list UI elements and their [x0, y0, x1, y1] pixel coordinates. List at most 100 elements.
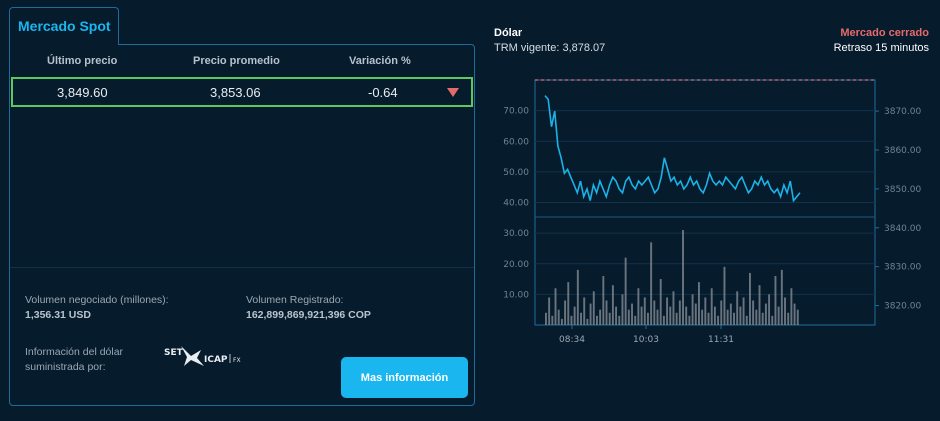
info-line-2: suministrada por:: [25, 361, 106, 373]
volume-bar: [564, 300, 567, 325]
right-tick-label: 3820.00: [884, 302, 921, 312]
header-avg-price: Precio promedio: [193, 55, 280, 67]
left-tick-label: 70.00: [503, 107, 529, 117]
tab-mercado-spot[interactable]: Mercado Spot: [9, 7, 119, 45]
volume-bar: [592, 291, 595, 325]
right-tick-label: 3860.00: [884, 146, 921, 156]
volume-bar: [761, 312, 764, 325]
volume-bar: [656, 309, 659, 325]
volume-bar: [717, 315, 720, 325]
volume-bar: [713, 306, 716, 325]
volume-bar: [710, 288, 713, 325]
avg-price-value: 3,853.06: [210, 85, 261, 100]
left-tick-label: 30.00: [503, 229, 529, 239]
volume-bar: [605, 300, 608, 325]
delay-text: Retraso 15 minutos: [833, 42, 929, 54]
x-tick-label: 11:31: [708, 335, 734, 345]
volume-bar: [666, 297, 669, 325]
volume-bars: [545, 230, 799, 325]
volume-bar: [688, 315, 691, 325]
volume-bar: [675, 312, 678, 325]
volume-bar: [662, 315, 665, 325]
volume-bar: [777, 306, 780, 325]
volume-bar: [551, 315, 554, 325]
header-last-price: Último precio: [47, 55, 118, 67]
volume-bar: [745, 315, 748, 325]
more-info-button[interactable]: Mas información: [341, 357, 468, 398]
left-tick-label: 60.00: [503, 137, 529, 147]
price-row[interactable]: 3,849.60 3,853.06 -0.64: [11, 77, 473, 107]
volume-bar: [720, 300, 723, 325]
volume-bar: [624, 257, 627, 325]
volume-bar: [793, 303, 796, 325]
price-line-group: [544, 95, 801, 203]
volume-bar: [682, 230, 684, 325]
volume-bar: [640, 306, 643, 325]
volume-bar: [621, 294, 624, 325]
volume-bar: [774, 276, 777, 325]
chart-grid: [534, 79, 876, 326]
volume-bar: [780, 269, 783, 325]
volume-bar: [615, 306, 618, 325]
volume-bar: [627, 309, 630, 325]
volume-bar: [707, 312, 710, 325]
volume-label: Volumen negociado (millones):: [25, 294, 169, 306]
volume-bar: [764, 303, 767, 325]
volume-bar: [701, 309, 704, 325]
volume-bar: [672, 291, 675, 325]
left-tick-label: 10.00: [503, 290, 529, 300]
volume-bar: [647, 312, 649, 325]
trm-value: TRM vigente: 3,878.07: [494, 42, 606, 54]
volume-bar: [602, 276, 605, 325]
volume-bar: [729, 303, 732, 325]
volume-bar: [736, 291, 739, 325]
volume-bar: [742, 297, 745, 325]
volume-bar: [749, 272, 751, 325]
variation-value: -0.64: [368, 85, 398, 100]
volume-bar: [608, 312, 611, 325]
price-line: [544, 95, 801, 203]
volume-bar: [758, 285, 761, 325]
logo-right-text: ICAP: [204, 355, 228, 365]
volume-bar: [659, 279, 662, 325]
chart-axes: 10.00 20.00 30.00 40.00 50.00 60.00 70.00 3820.…: [503, 107, 921, 345]
logo-sub-text: FX: [233, 357, 241, 364]
volume-bar: [685, 306, 688, 325]
volume-bar: [771, 315, 774, 325]
x-tick-label: 10:03: [633, 335, 659, 345]
volume-bar: [643, 297, 646, 325]
volume-bar: [796, 309, 799, 325]
chart-title: Dólar: [494, 27, 523, 39]
volume-bar: [733, 312, 735, 325]
volume-bar: [752, 300, 755, 325]
set-icap-logo-icon: SET ICAP FX: [164, 346, 241, 366]
volume-bar: [580, 312, 582, 325]
volume-bar: [678, 300, 681, 325]
info-text: Información del dólar suministrada por:: [25, 345, 165, 375]
volume-bar: [768, 294, 771, 325]
panel-divider: [10, 267, 474, 268]
volume-bar: [784, 297, 786, 325]
right-tick-label: 3870.00: [884, 107, 921, 117]
volume-bar: [570, 315, 573, 325]
volume-bar: [567, 282, 570, 325]
left-tick-label: 50.00: [503, 168, 529, 178]
volume-bar: [637, 288, 640, 325]
volume-bar: [704, 297, 707, 325]
volume-bar: [560, 318, 563, 325]
volume-bar: [583, 297, 586, 325]
left-tick-label: 20.00: [503, 260, 529, 270]
logo-left-text: SET: [164, 348, 184, 358]
set-icap-fx-logo: SET ICAP FX: [164, 344, 248, 368]
volume-bar: [790, 288, 793, 325]
volume-bar: [573, 306, 576, 325]
x-tick-label: 08:34: [559, 335, 585, 345]
volume-bar: [557, 309, 560, 325]
volume-bar: [653, 300, 656, 325]
volume-bar: [589, 303, 592, 325]
tab-label: Mercado Spot: [18, 18, 111, 34]
registered-value: 162,899,869,921,396 COP: [246, 309, 371, 321]
info-line-1: Información del dólar: [25, 346, 124, 358]
volume-bar: [691, 294, 694, 325]
